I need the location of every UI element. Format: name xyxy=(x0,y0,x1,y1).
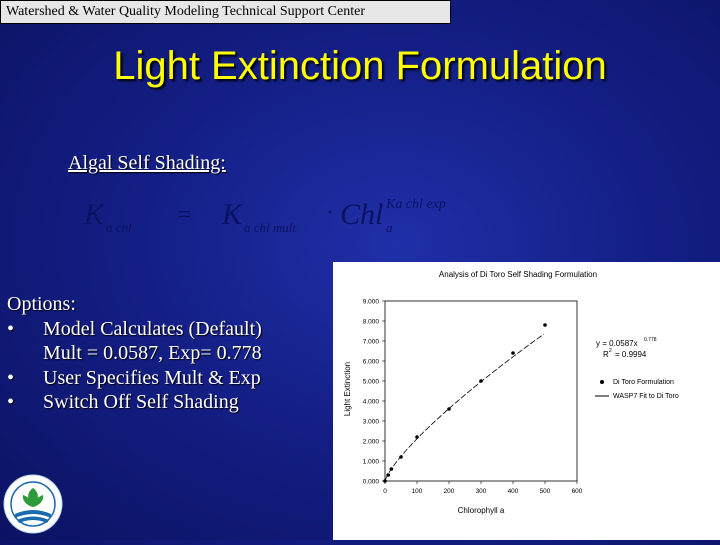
x-tick-label: 100 xyxy=(412,488,423,495)
chart-title: Analysis of Di Toro Self Shading Formula… xyxy=(439,270,597,279)
y-tick-label: 7.000 xyxy=(363,339,380,346)
banner-text: Watershed & Water Quality Modeling Techn… xyxy=(6,4,365,19)
self-shading-chart: Analysis of Di Toro Self Shading Formula… xyxy=(343,270,679,515)
x-tick-label: 400 xyxy=(508,488,519,495)
y-tick-label: 6.000 xyxy=(363,359,380,366)
header-banner: Watershed & Water Quality Modeling Techn… xyxy=(0,0,451,24)
legend-fit-label: WASP7 Fit to Di Toro xyxy=(613,393,679,400)
bullet: • xyxy=(7,317,15,340)
fit-r2-exp: 2 xyxy=(609,348,612,354)
formula-dot: · xyxy=(326,200,334,226)
y-tick-label: 5.000 xyxy=(363,379,380,386)
y-tick-label: 0.000 xyxy=(363,479,380,486)
fit-r2-value: = 0.9994 xyxy=(615,350,647,359)
formula-equals: = xyxy=(178,202,192,228)
fit-line xyxy=(384,333,544,480)
y-tick-label: 2.000 xyxy=(363,439,380,446)
chart-panel: Analysis of Di Toro Self Shading Formula… xyxy=(333,262,720,540)
plot-area: 0.000 1.000 2.000 3.000 4.000 5.000 6.000 7.000… xyxy=(363,299,583,496)
x-tick-label: 300 xyxy=(476,488,487,495)
formula-rhs-k-sub: a chl mult xyxy=(244,220,296,235)
option-text: Model Calculates (Default) xyxy=(43,317,262,340)
x-tick-label: 200 xyxy=(444,488,455,495)
x-tick-label: 600 xyxy=(572,488,583,495)
epa-logo xyxy=(3,474,63,534)
slide-subtitle: Algal Self Shading: xyxy=(68,152,226,174)
data-point xyxy=(511,351,515,355)
option-text: Switch Off Self Shading xyxy=(43,391,239,413)
formula-chl: Chl xyxy=(340,198,383,231)
data-point xyxy=(386,473,390,477)
slide-title: Light Extinction Formulation xyxy=(113,44,607,88)
fit-equation: y = 0.0587x 0.778 R 2 = 0.9994 xyxy=(596,337,657,359)
y-tick-label: 1.000 xyxy=(363,459,380,466)
option-item: • User Specifies Mult & Exp xyxy=(7,366,262,391)
options-heading: Options: xyxy=(7,293,76,315)
data-point xyxy=(389,467,394,471)
y-tick-label: 8.000 xyxy=(363,319,380,326)
data-point xyxy=(447,407,451,411)
option-detail: Mult = 0.0587, Exp= 0.778 xyxy=(7,341,262,366)
plot-frame xyxy=(384,300,578,482)
data-point xyxy=(415,435,419,439)
option-item: • Switch Off Self Shading xyxy=(7,390,262,415)
y-tick-label: 9.000 xyxy=(363,299,380,306)
x-tick-label: 0 xyxy=(383,488,387,495)
self-shading-formula: K a chl = K a chl mult · Chl a Ka chl ex… xyxy=(83,197,446,235)
formula-rhs-k: K xyxy=(221,198,244,231)
formula-lhs-k: K xyxy=(83,198,106,231)
legend-series-label: Di Toro Formulation xyxy=(613,379,674,386)
option-detail-text: Mult = 0.0587, Exp= 0.778 xyxy=(43,342,262,364)
bullet: • xyxy=(7,366,15,389)
legend-dot-marker xyxy=(600,380,604,384)
fit-r2-label: R xyxy=(603,350,609,359)
chart-legend: Di Toro Formulation WASP7 Fit to Di Toro xyxy=(595,379,679,400)
data-point xyxy=(479,379,483,383)
bullet: • xyxy=(7,391,15,413)
options-list: Options: • Model Calculates (Default) Mu… xyxy=(7,292,262,415)
data-point xyxy=(383,479,387,483)
formula-exp: Ka chl exp xyxy=(385,197,446,212)
data-point xyxy=(543,323,547,327)
x-axis-label: Chlorophyll a xyxy=(458,506,505,515)
option-text: User Specifies Mult & Exp xyxy=(43,366,261,389)
y-tick-label: 3.000 xyxy=(363,419,380,426)
formula-chl-sub: a xyxy=(386,220,393,235)
y-tick-label: 4.000 xyxy=(363,399,380,406)
y-axis-label: Light Extinction xyxy=(343,362,352,416)
fit-equation-text: y = 0.0587x xyxy=(596,339,638,348)
option-item: • Model Calculates (Default) xyxy=(7,317,262,342)
x-tick-label: 500 xyxy=(540,488,551,495)
fit-equation-exp: 0.778 xyxy=(644,337,657,343)
data-point xyxy=(399,455,403,459)
formula-lhs-sub: a chl xyxy=(106,220,132,235)
